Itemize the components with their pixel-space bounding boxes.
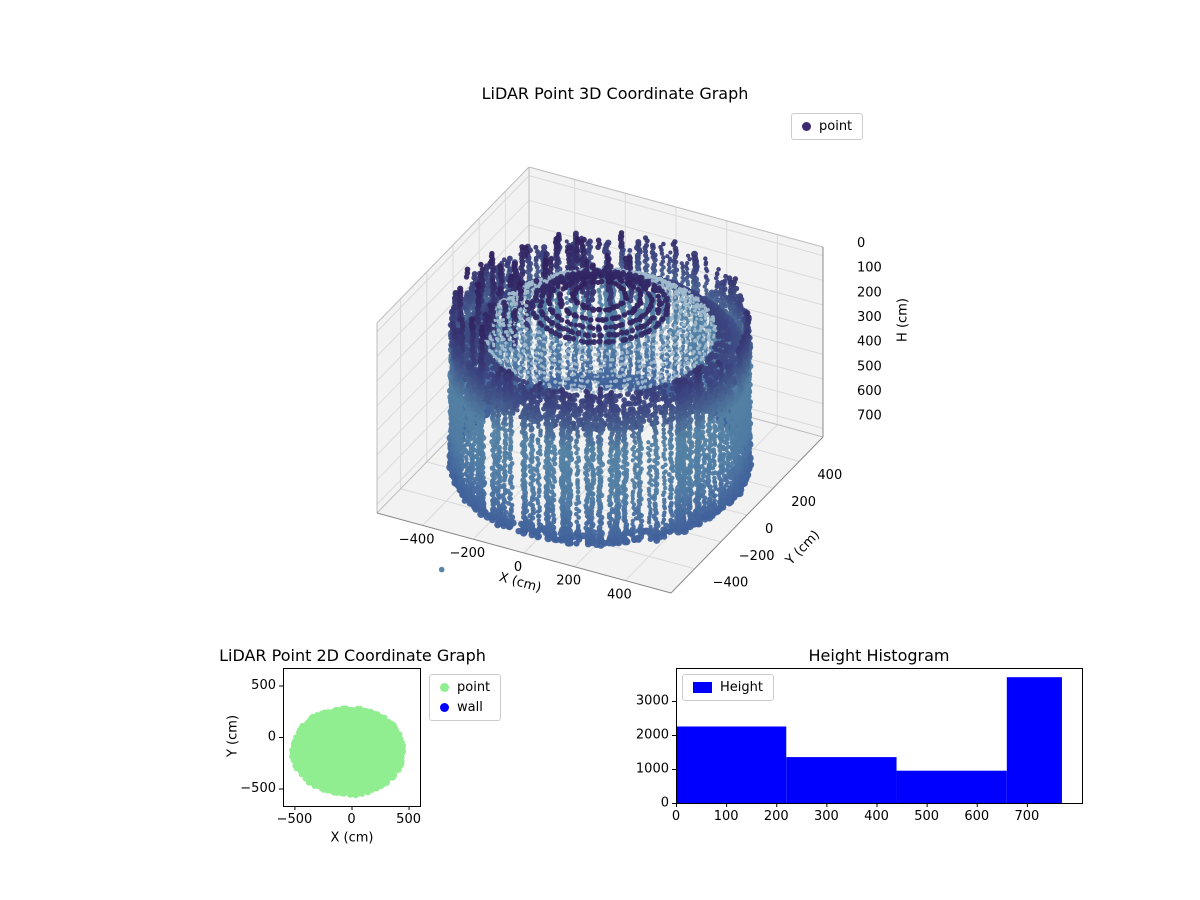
- plot2d-legend: point wall: [429, 674, 502, 721]
- legend-label: point: [819, 119, 853, 134]
- plot3d-legend: point: [791, 113, 864, 140]
- plot2d-y-axis-label: Y (cm): [225, 714, 241, 758]
- wall-marker-icon: [440, 703, 449, 712]
- plot2d-x-axis-label: X (cm): [330, 830, 374, 846]
- legend-entry-point: point: [802, 118, 852, 135]
- height-swatch-icon: [693, 682, 712, 693]
- plot3d-canvas: [300, 120, 960, 660]
- legend-label: point: [457, 680, 491, 695]
- plot3d-h-axis-label: H (cm): [895, 298, 911, 342]
- point-marker-icon: [802, 122, 811, 131]
- plot3d-title: LiDAR Point 3D Coordinate Graph: [481, 84, 749, 103]
- legend-label: Height: [720, 680, 763, 695]
- legend-entry-point: point: [440, 679, 490, 696]
- legend-entry-wall: wall: [440, 699, 490, 716]
- legend-entry-height: Height: [693, 679, 763, 696]
- histogram-legend: Height: [682, 674, 774, 701]
- legend-label: wall: [457, 700, 483, 715]
- plot2d-canvas: [235, 658, 445, 858]
- point-marker-icon: [440, 683, 449, 692]
